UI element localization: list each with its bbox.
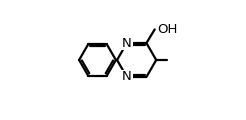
- Text: N: N: [122, 37, 132, 50]
- Text: N: N: [122, 70, 132, 83]
- Text: OH: OH: [158, 23, 178, 36]
